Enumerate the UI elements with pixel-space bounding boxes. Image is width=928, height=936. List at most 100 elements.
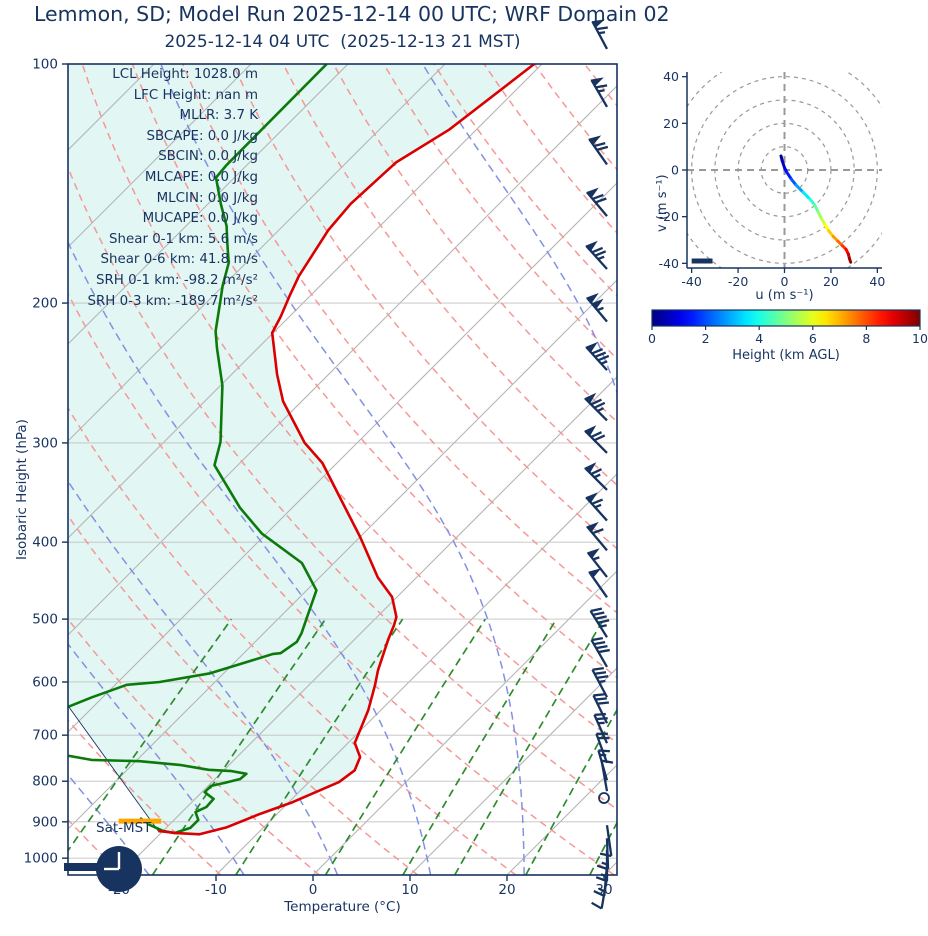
- sounding-stats-block: LCL Height: 1028.0 m LFC Height: nan m MLL…: [58, 65, 258, 312]
- temperature-axis-label: Temperature (°C): [284, 899, 401, 915]
- wind-barb-icon: [585, 240, 608, 270]
- valid-time-subtitle: 2025-12-14 04 UTC (2025-12-13 21 MST): [164, 32, 521, 52]
- wind-barb-icon: [590, 636, 610, 668]
- hodograph-trace-segment: [801, 190, 812, 201]
- colorbar-tick-label: 0: [648, 331, 656, 346]
- wind-barb-icon: [587, 548, 608, 578]
- stat-line: MLCAPE: 0.0 J/kg: [144, 169, 258, 185]
- dry-adiabat-line: [533, 64, 617, 171]
- wind-barb-icon: [584, 462, 608, 491]
- wind-barb-icon: [591, 877, 609, 910]
- moist-adiabat-line: [68, 240, 432, 875]
- hodograph-u-tick-label: -40: [681, 274, 701, 289]
- dry-adiabat-line: [433, 64, 617, 297]
- colorbar-tick-label: 6: [809, 331, 817, 346]
- moist-adiabat-line: [159, 64, 525, 875]
- colorbar-tick-label: 4: [755, 331, 763, 346]
- pressure-tick-label: 200: [32, 296, 58, 312]
- colorbar-tick-label: 2: [702, 331, 710, 346]
- mixing-ratio-line: [68, 618, 233, 853]
- pressure-tick-label: 700: [32, 728, 58, 744]
- colorbar-tick-label: 10: [912, 331, 928, 346]
- isotherm-line: [68, 64, 446, 442]
- dry-adiabat-line: [383, 64, 617, 360]
- pressure-tick-label: 500: [32, 612, 58, 628]
- isotherm-line: [603, 861, 617, 875]
- stat-line: LFC Height: nan m: [133, 87, 258, 103]
- hodograph-u-tick-label: -20: [728, 274, 748, 289]
- wind-barb-icon: [586, 521, 608, 552]
- hodograph-v-tick-label: 0: [671, 163, 679, 178]
- mixing-ratio-line: [324, 618, 487, 875]
- hodograph-v-axis-label: v (m s⁻¹): [655, 174, 670, 232]
- isotherm-line: [68, 279, 617, 830]
- skewt-plot-area: [68, 61, 847, 875]
- wind-barb-icon: [600, 759, 614, 792]
- pressure-tick-label: 100: [32, 57, 58, 73]
- local-time-clock-icon: [64, 846, 142, 892]
- stat-line: Shear 0-6 km: 41.8 m/s: [100, 252, 259, 268]
- dry-adiabat-line: [68, 514, 419, 875]
- isotherm-line: [506, 764, 617, 875]
- isotherm-line: [312, 570, 617, 875]
- temperature-tick-label: -10: [205, 882, 227, 898]
- temperature-tick-label: 10: [401, 882, 418, 898]
- wind-barb-icon: [584, 425, 608, 454]
- stat-line: SRH 0-3 km: -189.7 m²/s²: [87, 293, 258, 309]
- hodograph-v-tick-label: -40: [659, 256, 679, 271]
- temperature-tick-label: 0: [309, 882, 318, 898]
- mixing-ratio-line: [589, 821, 617, 875]
- dry-adiabat-line: [332, 64, 617, 423]
- stat-line: Shear 0-1 km: 5.6 m/s: [109, 231, 258, 247]
- stat-line: SBCAPE: 0.0 J/kg: [146, 128, 258, 144]
- wind-barb-icon: [591, 19, 609, 50]
- surface-time-label: Sat-MST: [96, 820, 152, 836]
- stat-line: SRH 0-1 km: -98.2 m²/s²: [96, 272, 258, 288]
- wind-barb-icon: [585, 341, 610, 371]
- isotherm-line: [68, 182, 617, 733]
- hodograph-axes: -40-40 -20 -20 0 0 20 20 40 40: [659, 69, 886, 289]
- hodograph-trace-segment: [794, 183, 805, 194]
- wind-barb-icon: [586, 187, 608, 217]
- wind-barb-icon: [589, 607, 610, 638]
- hodograph-v-tick-label: -20: [659, 209, 679, 224]
- hodograph-u-axis-label: u (m s⁻¹): [755, 288, 814, 303]
- dry-adiabat-line: [182, 64, 617, 614]
- dry-adiabat-line: [483, 64, 617, 234]
- hodograph-plot-area: [687, 72, 882, 268]
- isotherm-line: [68, 64, 543, 539]
- isotherm-line: [409, 667, 617, 875]
- mixing-ratio-line: [525, 708, 617, 875]
- mixing-ratio-line: [402, 618, 558, 875]
- stat-line: SBCIN: 0.0 J/kg: [158, 149, 258, 165]
- colorbar-tick-label: 8: [862, 331, 870, 346]
- wind-barb-icon: [595, 732, 610, 764]
- wind-barb-column: [584, 19, 614, 910]
- dry-adiabat-line: [232, 64, 617, 550]
- parcel-profile-line: [68, 706, 159, 832]
- height-colorbar: 0 2 4 6 8 10: [648, 309, 928, 346]
- wind-barb-icon: [584, 392, 608, 422]
- dry-adiabat-line: [81, 64, 617, 744]
- isotherm-line: [215, 473, 617, 875]
- hodograph-trace-segment: [848, 257, 853, 264]
- dry-adiabat-line: [68, 165, 617, 811]
- isotherm-line: [68, 85, 617, 636]
- hodograph-v-tick-label: 20: [663, 116, 679, 131]
- stat-line: MUCAPE: 0.0 J/kg: [142, 211, 258, 227]
- wind-barb-icon: [590, 77, 608, 108]
- moist-adiabat-line: [714, 61, 847, 875]
- mixing-ratio-line: [637, 619, 771, 875]
- pressure-tick-label: 300: [32, 435, 58, 451]
- mixing-ratio-line: [235, 618, 404, 875]
- wind-barb-icon: [586, 293, 608, 323]
- pressure-tick-label: 400: [32, 535, 58, 551]
- night-duration-bar: [64, 863, 102, 871]
- calm-wind-icon: [598, 792, 610, 804]
- pressure-tick-label: 600: [32, 674, 58, 690]
- temperature-line: [158, 64, 535, 836]
- mixing-ratio-line: [453, 618, 605, 875]
- dewpoint-line: [68, 64, 328, 835]
